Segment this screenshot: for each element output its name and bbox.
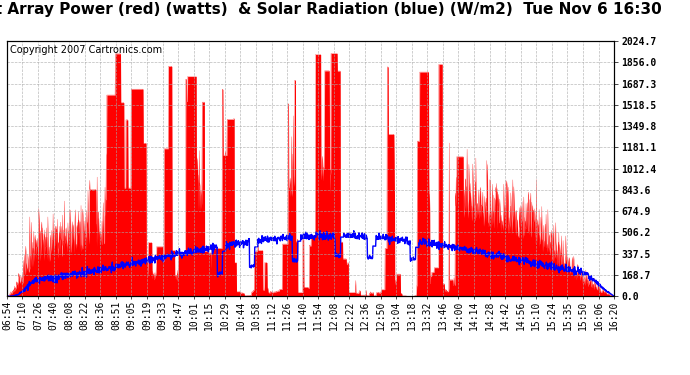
Text: Copyright 2007 Cartronics.com: Copyright 2007 Cartronics.com xyxy=(10,45,162,55)
Text: West Array Power (red) (watts)  & Solar Radiation (blue) (W/m2)  Tue Nov 6 16:30: West Array Power (red) (watts) & Solar R… xyxy=(0,2,662,17)
